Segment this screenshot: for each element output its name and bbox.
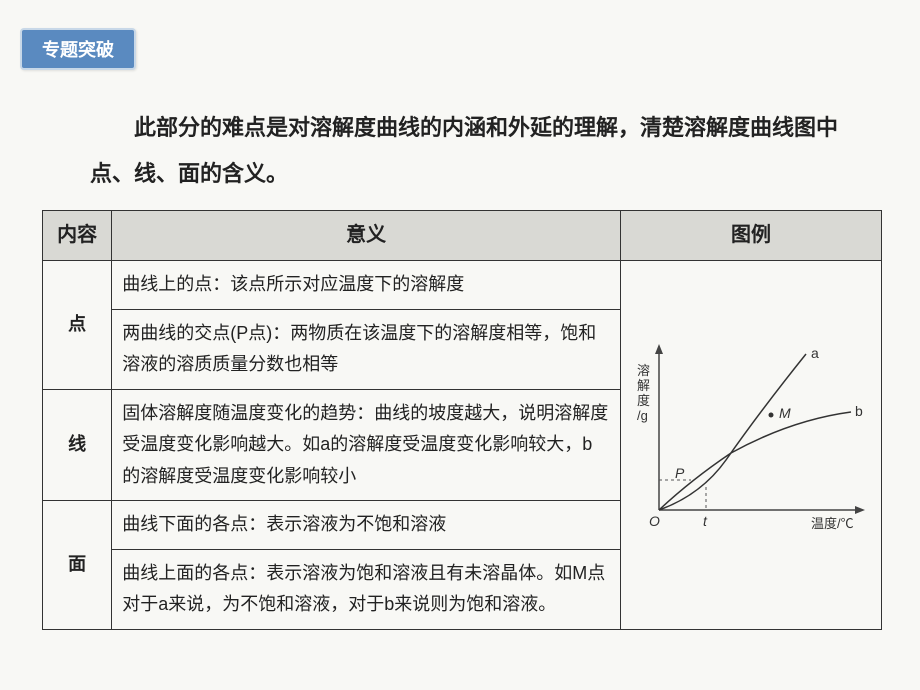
curve-a <box>659 354 806 510</box>
cell-face: 面 <box>43 501 112 630</box>
label-y-2: 解 <box>637 378 650 393</box>
label-x: 温度/℃ <box>811 516 854 531</box>
label-y-3: 度 <box>637 393 650 408</box>
cell-point-m2: 两曲线的交点(P点)：两物质在该温度下的溶解度相等，饱和溶液的溶质质量分数也相等 <box>112 309 621 389</box>
label-P: P <box>675 465 685 481</box>
label-t: t <box>703 513 708 529</box>
intro-text: 此部分的难点是对溶解度曲线的内涵和外延的理解，清楚溶解度曲线图中点、线、面的含义… <box>90 105 860 197</box>
th-content: 内容 <box>43 211 112 261</box>
cell-face-m1: 曲线下面的各点：表示溶液为不饱和溶液 <box>112 501 621 550</box>
label-M: M <box>779 405 791 421</box>
solubility-chart: 溶 解 度 /g 温度/℃ a b M P O t <box>631 340 871 540</box>
cell-point: 点 <box>43 261 112 390</box>
solubility-table: 内容 意义 图例 点 曲线上的点：该点所示对应温度下的溶解度 溶 解 度 /g … <box>42 210 882 630</box>
y-axis-arrow <box>655 344 663 354</box>
x-axis-arrow <box>855 506 865 514</box>
cell-line-m: 固体溶解度随温度变化的趋势：曲线的坡度越大，说明溶解度受温度变化影响越大。如a的… <box>112 389 621 501</box>
label-b: b <box>855 403 863 419</box>
label-a: a <box>811 345 819 361</box>
cell-chart: 溶 解 度 /g 温度/℃ a b M P O t <box>620 261 881 630</box>
m-point <box>768 412 773 417</box>
th-example: 图例 <box>620 211 881 261</box>
th-meaning: 意义 <box>112 211 621 261</box>
cell-line: 线 <box>43 389 112 501</box>
label-O: O <box>649 513 660 529</box>
cell-point-m1: 曲线上的点：该点所示对应温度下的溶解度 <box>112 261 621 310</box>
cell-face-m2: 曲线上面的各点：表示溶液为饱和溶液且有未溶晶体。如M点对于a来说，为不饱和溶液，… <box>112 549 621 629</box>
label-y-4: /g <box>637 408 648 423</box>
label-y-1: 溶 <box>637 363 650 378</box>
topic-badge: 专题突破 <box>20 28 136 70</box>
